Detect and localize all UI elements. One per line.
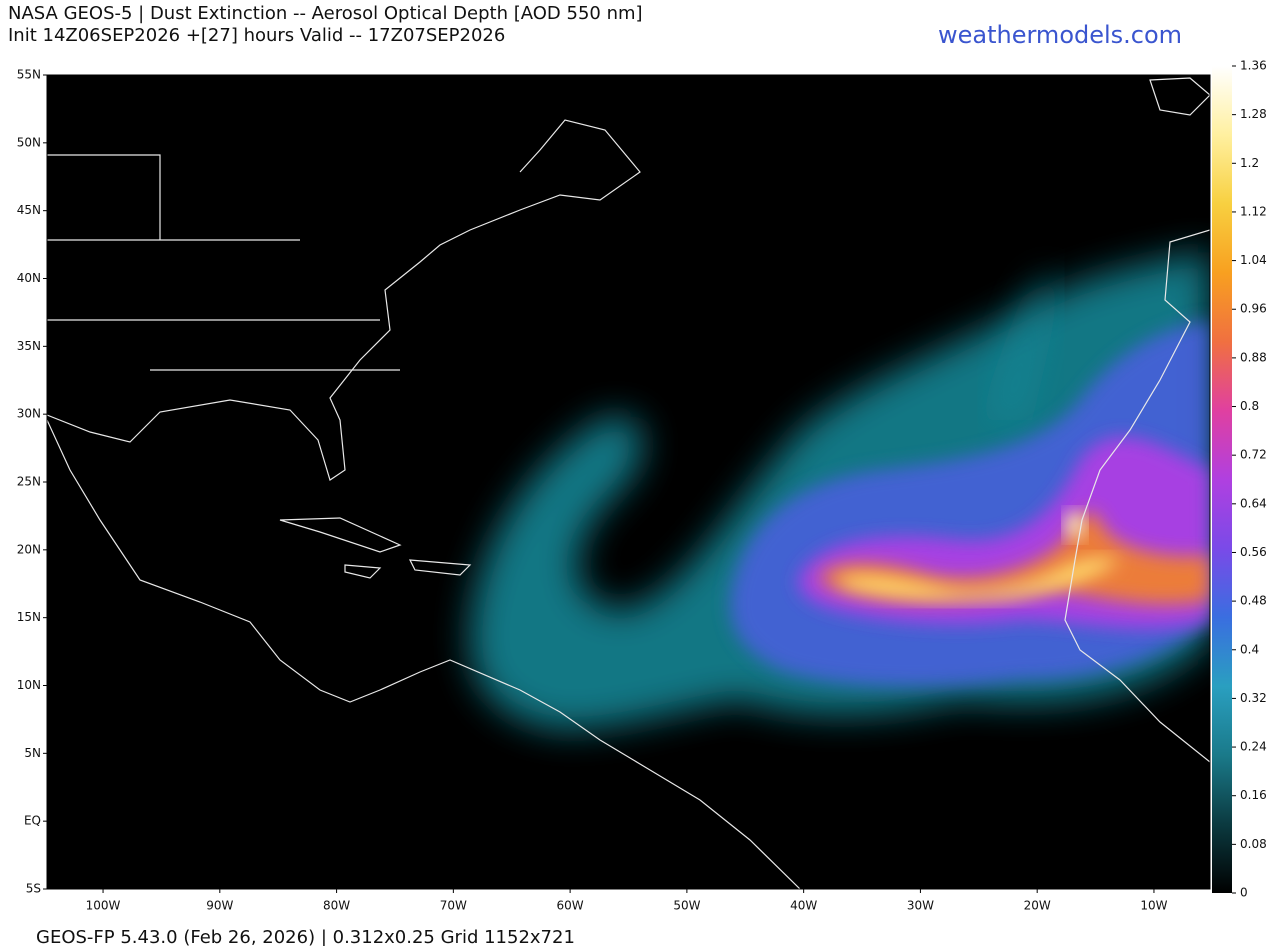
lon-tick-label: 80W (323, 899, 350, 913)
dust-plume (470, 250, 1210, 730)
lat-tick-label: 15N (17, 610, 41, 624)
lat-tick-label: 55N (17, 68, 41, 82)
title: NASA GEOS-5 | Dust Extinction -- Aerosol… (8, 3, 643, 24)
colorbar-tick-label: 1.36 (1240, 59, 1267, 73)
colorbar-tick-label: 0.24 (1240, 740, 1267, 754)
lon-tick-label: 100W (86, 899, 121, 913)
lat-tick-label: 50N (17, 135, 41, 149)
lat-axis: 55N 50N 45N 40N 35N 30N 25N 20N 15N 10N 5N EQ 5S (17, 68, 47, 896)
lat-tick-label: 5N (24, 746, 41, 760)
lon-tick-label: 50W (673, 899, 700, 913)
colorbar-tick-label: 0 (1240, 886, 1248, 900)
colorbar-tick-label: 1.04 (1240, 253, 1267, 267)
lat-tick-label: 25N (17, 475, 41, 489)
site-link[interactable]: weathermodels.com (938, 21, 1182, 49)
lat-tick-label: 40N (17, 271, 41, 285)
colorbar-tick-label: 0.96 (1240, 302, 1267, 316)
lat-tick-label: EQ (24, 814, 41, 828)
colorbar-tick-label: 0.8 (1240, 399, 1259, 413)
map (47, 75, 1210, 889)
lon-tick-label: 40W (790, 899, 817, 913)
lat-tick-label: 30N (17, 407, 41, 421)
colorbar (1212, 66, 1232, 893)
lon-tick-label: 20W (1024, 899, 1051, 913)
lat-tick-label: 45N (17, 203, 41, 217)
lon-tick-label: 90W (206, 899, 233, 913)
lon-axis: 100W 90W 80W 70W 60W 50W 40W 30W 20W 10W (86, 889, 1168, 913)
colorbar-tick-label: 0.64 (1240, 496, 1267, 510)
lat-tick-label: 35N (17, 339, 41, 353)
coastlines (47, 77, 1210, 889)
lat-tick-label: 5S (26, 882, 41, 896)
lon-tick-label: 70W (440, 899, 467, 913)
colorbar-tick-label: 0.72 (1240, 448, 1267, 462)
colorbar-tick-label: 0.08 (1240, 837, 1267, 851)
footer: GEOS-FP 5.43.0 (Feb 26, 2026) | 0.312x0.… (36, 927, 575, 946)
lat-tick-label: 10N (17, 678, 41, 692)
subtitle: Init 14Z06SEP2026 +[27] hours Valid -- 1… (8, 25, 505, 46)
colorbar-tick-label: 0.32 (1240, 691, 1267, 705)
colorbar-tick-label: 0.16 (1240, 788, 1267, 802)
colorbar-tick-label: 0.48 (1240, 594, 1267, 608)
lat-tick-label: 20N (17, 542, 41, 556)
lon-tick-label: 30W (907, 899, 934, 913)
lon-tick-label: 60W (557, 899, 584, 913)
colorbar-axis: 0 0.08 0.16 0.24 0.32 0.4 0.48 0.56 0.64 0.72 0.8 0… (1232, 59, 1267, 900)
colorbar-tick-label: 0.88 (1240, 350, 1267, 364)
colorbar-tick-label: 1.12 (1240, 204, 1267, 218)
colorbar-tick-label: 1.2 (1240, 156, 1259, 170)
colorbar-tick-label: 0.56 (1240, 545, 1267, 559)
colorbar-tick-label: 1.28 (1240, 107, 1267, 121)
colorbar-tick-label: 0.4 (1240, 642, 1259, 656)
lon-tick-label: 10W (1140, 899, 1167, 913)
